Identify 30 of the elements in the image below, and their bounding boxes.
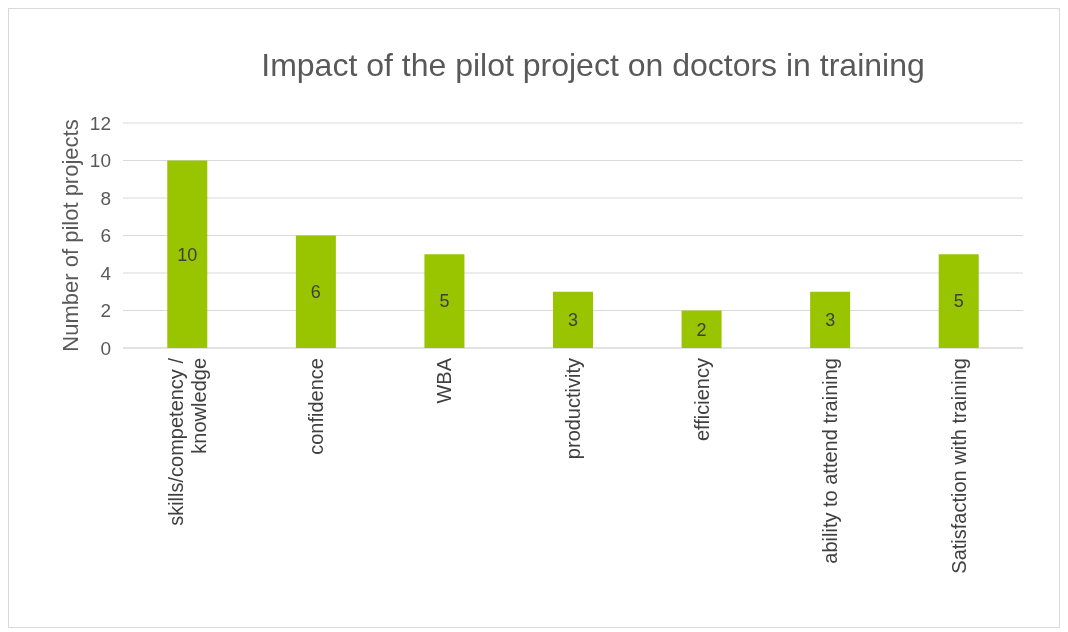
y-tick-label: 0 (100, 337, 111, 359)
y-tick-label: 10 (89, 150, 111, 172)
y-tick-label: 4 (100, 262, 112, 284)
x-tick-label: WBA (433, 357, 456, 404)
x-tick-label: ability to attend training (819, 358, 842, 564)
data-label: 10 (177, 244, 198, 265)
y-tick-label: 2 (100, 300, 111, 322)
y-tick-label: 12 (89, 112, 111, 134)
bar (810, 291, 851, 348)
bar (167, 160, 208, 348)
chart-title: Impact of the pilot project on doctors in training (261, 47, 925, 83)
y-tick-label: 6 (100, 225, 111, 247)
bar (295, 235, 336, 348)
x-tick-label: skills/competency / knowledge (164, 357, 210, 526)
x-tick-label: confidence (304, 358, 327, 455)
data-label: 5 (953, 291, 964, 312)
y-tick-label: 8 (100, 187, 111, 209)
data-label: 2 (696, 319, 707, 340)
x-tick-label: productivity (562, 358, 584, 460)
data-label: 5 (439, 291, 450, 312)
data-label: 3 (567, 310, 579, 331)
x-tick-label: efficiency (690, 358, 713, 442)
bar (938, 254, 979, 348)
data-label: 3 (825, 310, 836, 331)
y-axis-title: Number of pilot projects (58, 119, 83, 352)
data-label: 6 (310, 282, 321, 303)
bar (553, 291, 593, 348)
bar (681, 310, 722, 348)
x-tick-label: Satisfaction with training (947, 358, 970, 574)
bar (424, 254, 465, 348)
